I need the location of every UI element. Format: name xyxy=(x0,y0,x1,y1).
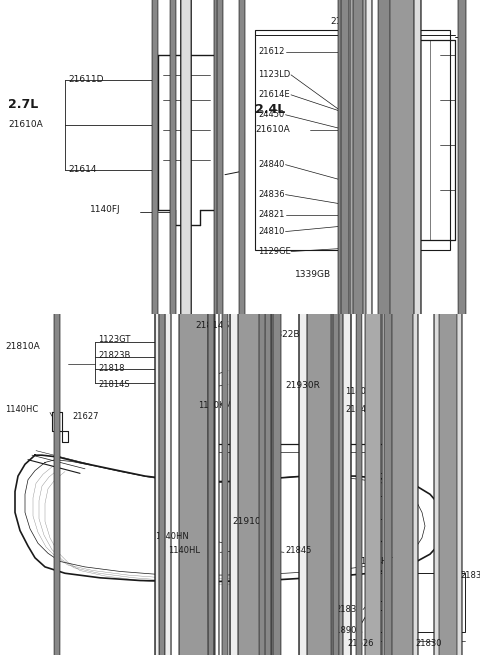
Text: 24836: 24836 xyxy=(258,190,285,199)
Ellipse shape xyxy=(382,0,418,655)
Circle shape xyxy=(181,0,191,655)
Circle shape xyxy=(179,0,215,655)
Text: 1140HN: 1140HN xyxy=(155,533,189,542)
Circle shape xyxy=(458,0,466,655)
Text: 2.7L: 2.7L xyxy=(8,98,38,111)
Text: 1339GB: 1339GB xyxy=(295,270,331,279)
Circle shape xyxy=(386,0,414,655)
Text: 21823B: 21823B xyxy=(98,351,131,360)
Text: 21845: 21845 xyxy=(285,546,312,555)
Circle shape xyxy=(208,0,214,655)
Ellipse shape xyxy=(379,0,421,655)
Text: 1129GE: 1129GE xyxy=(258,247,291,256)
Text: 21614: 21614 xyxy=(68,165,96,174)
Circle shape xyxy=(181,0,191,655)
Text: 21814S: 21814S xyxy=(98,380,130,389)
Text: 1140HT: 1140HT xyxy=(360,557,392,566)
Circle shape xyxy=(307,0,343,655)
Circle shape xyxy=(214,0,222,655)
Circle shape xyxy=(356,0,362,655)
Text: 21890B: 21890B xyxy=(330,626,362,635)
Text: 1140FJ: 1140FJ xyxy=(90,205,120,214)
Text: 1140JB: 1140JB xyxy=(230,364,259,373)
Circle shape xyxy=(341,0,349,655)
Text: 1123LD: 1123LD xyxy=(258,70,290,79)
Ellipse shape xyxy=(344,0,372,655)
Circle shape xyxy=(181,0,191,655)
Ellipse shape xyxy=(155,0,215,655)
Circle shape xyxy=(170,0,176,655)
Text: 21614E: 21614E xyxy=(258,90,289,100)
Circle shape xyxy=(181,0,191,655)
Ellipse shape xyxy=(230,0,280,655)
Text: 21612: 21612 xyxy=(258,47,284,56)
Circle shape xyxy=(439,0,457,655)
Ellipse shape xyxy=(362,0,387,655)
Ellipse shape xyxy=(434,0,462,655)
Circle shape xyxy=(333,0,339,655)
Text: 21834: 21834 xyxy=(335,605,361,614)
Circle shape xyxy=(245,0,265,655)
Text: 21610A: 21610A xyxy=(255,125,290,134)
Text: 1140HL: 1140HL xyxy=(168,546,200,555)
Circle shape xyxy=(331,0,337,655)
Text: 21610A: 21610A xyxy=(8,121,43,129)
Text: 24810: 24810 xyxy=(258,227,284,236)
Text: 1140HD: 1140HD xyxy=(345,387,379,396)
Text: 21617: 21617 xyxy=(330,18,359,26)
Text: 1339GC: 1339GC xyxy=(230,378,264,387)
Circle shape xyxy=(378,0,390,655)
Text: 21626: 21626 xyxy=(347,639,373,648)
Circle shape xyxy=(239,0,245,655)
Circle shape xyxy=(54,0,60,655)
Circle shape xyxy=(208,0,214,655)
Circle shape xyxy=(152,0,158,655)
Text: 1140HC: 1140HC xyxy=(5,405,38,414)
Text: 24840: 24840 xyxy=(258,160,284,169)
Circle shape xyxy=(265,0,271,655)
Circle shape xyxy=(365,0,381,655)
Text: 21810A: 21810A xyxy=(5,342,40,350)
Text: 21845: 21845 xyxy=(345,405,372,414)
Circle shape xyxy=(273,0,281,655)
Circle shape xyxy=(159,0,165,655)
Circle shape xyxy=(384,0,392,655)
Text: 2.4L: 2.4L xyxy=(255,103,285,117)
Text: 21814S: 21814S xyxy=(195,321,229,330)
Text: 1123GT: 1123GT xyxy=(98,335,131,345)
Circle shape xyxy=(353,0,363,655)
Text: 1120KM: 1120KM xyxy=(198,401,232,410)
Circle shape xyxy=(222,0,228,655)
Text: 21910B: 21910B xyxy=(232,517,267,526)
Text: 24821: 24821 xyxy=(258,210,284,219)
Bar xyxy=(370,573,465,632)
Text: 21611D: 21611D xyxy=(68,75,104,84)
Ellipse shape xyxy=(239,0,271,655)
Circle shape xyxy=(259,0,267,655)
Text: 21822B: 21822B xyxy=(265,330,300,339)
Circle shape xyxy=(338,0,346,655)
Circle shape xyxy=(238,0,272,655)
Circle shape xyxy=(159,0,165,655)
Ellipse shape xyxy=(350,0,400,655)
Text: 21830: 21830 xyxy=(415,639,442,648)
Circle shape xyxy=(181,0,191,655)
Circle shape xyxy=(350,0,366,655)
Text: 21818: 21818 xyxy=(98,364,124,373)
Bar xyxy=(255,30,450,250)
Circle shape xyxy=(387,0,413,655)
Text: 24450: 24450 xyxy=(258,110,284,119)
Ellipse shape xyxy=(299,0,351,655)
Ellipse shape xyxy=(171,0,219,655)
Text: 21834: 21834 xyxy=(460,571,480,580)
Text: 21930R: 21930R xyxy=(285,381,320,390)
Text: 21627: 21627 xyxy=(72,411,98,421)
Circle shape xyxy=(217,0,223,655)
